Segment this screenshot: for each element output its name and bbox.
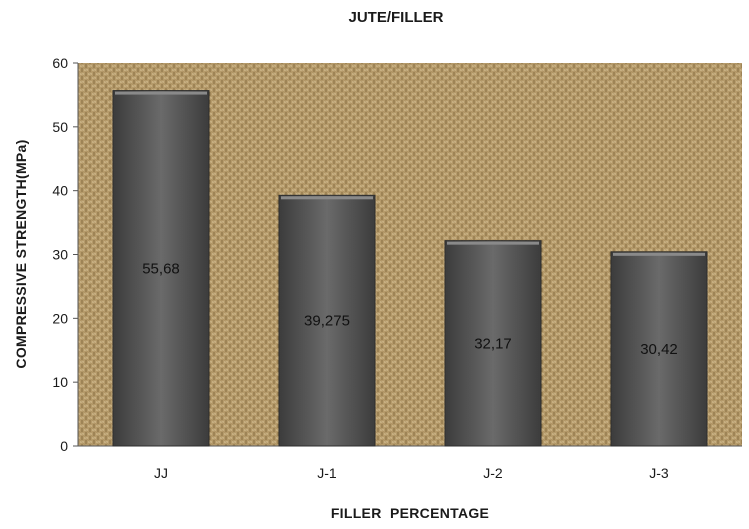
y-axis-ticks: 0 10 20 30 40 50 60 <box>52 55 78 454</box>
x-tick-label: J-1 <box>317 465 337 481</box>
x-axis-title: FILLER PERCENTAGE <box>331 505 489 521</box>
bar-highlight <box>447 241 539 245</box>
y-tick-label: 30 <box>52 247 68 263</box>
bar-series: 55,68 39,275 32,17 30,42 <box>112 90 708 447</box>
bar <box>278 194 376 447</box>
y-axis-title: COMPRESSIVE STRENGTH(MPa) <box>13 139 29 368</box>
bar-data-label: 39,275 <box>304 313 350 330</box>
bar-data-label: 55,68 <box>142 260 180 277</box>
y-tick-label: 60 <box>52 55 68 71</box>
chart-title: JUTE/FILLER <box>348 9 443 26</box>
y-tick-label: 0 <box>60 438 68 454</box>
bar-data-label: 32,17 <box>474 335 512 352</box>
x-axis-ticks: JJ J-1 J-2 J-3 <box>154 465 669 481</box>
x-tick-label: J-3 <box>649 465 669 481</box>
y-tick-label: 50 <box>52 119 68 135</box>
x-tick-label: J-2 <box>483 465 503 481</box>
bar <box>444 240 542 447</box>
bar-highlight <box>613 252 705 256</box>
bar <box>610 251 708 447</box>
y-tick-label: 20 <box>52 310 68 326</box>
y-tick-label: 40 <box>52 183 68 199</box>
y-tick-label: 10 <box>52 374 68 390</box>
bar <box>112 90 210 447</box>
bar-highlight <box>281 196 373 200</box>
bar-highlight <box>115 91 207 95</box>
bar-data-label: 30,42 <box>640 341 678 358</box>
x-tick-label: JJ <box>154 465 168 481</box>
